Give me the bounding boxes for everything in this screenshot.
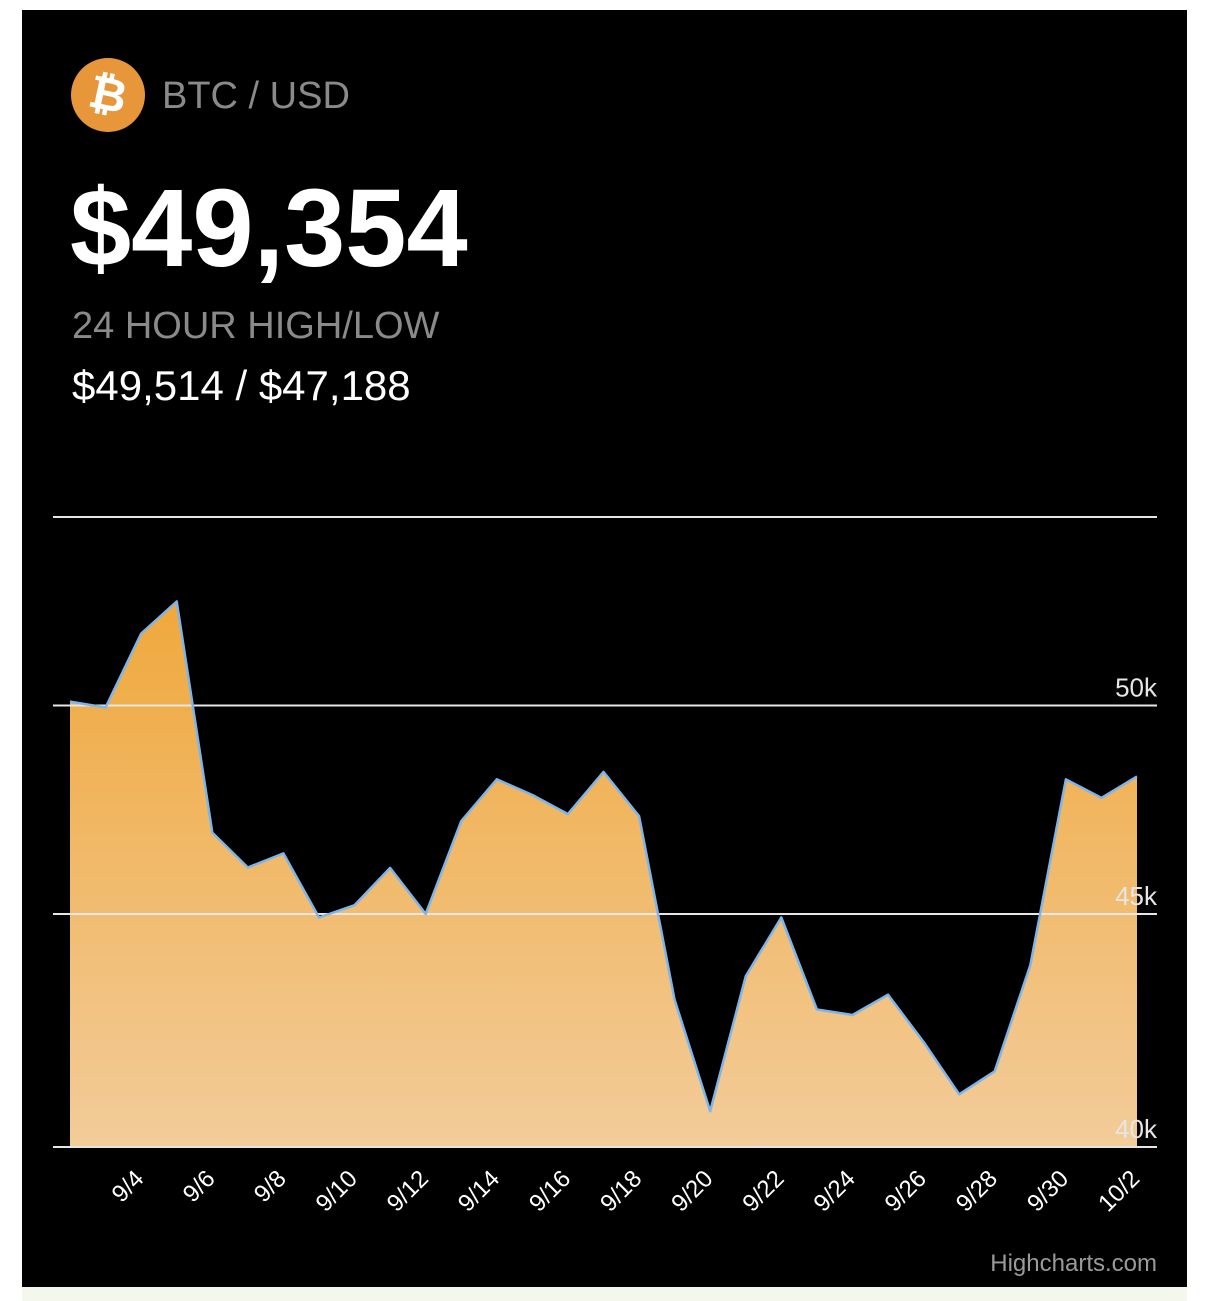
y-tick-label: 50k [1115, 673, 1158, 703]
pair: BTC / USD [162, 75, 350, 117]
range-value: $49,514 / $47,188 [72, 362, 411, 409]
line [69, 600, 1138, 1113]
y-tick-label: 40k [1115, 1114, 1158, 1144]
btc-icon [71, 58, 145, 132]
range-label: 24 HOUR HIGH/LOW [72, 305, 440, 347]
price: $49,354 [70, 167, 468, 290]
page-strip [22, 1287, 1187, 1301]
y-tick-label: 45k [1115, 881, 1158, 911]
area [70, 601, 1137, 1147]
credits: Highcharts.com [990, 1250, 1157, 1277]
